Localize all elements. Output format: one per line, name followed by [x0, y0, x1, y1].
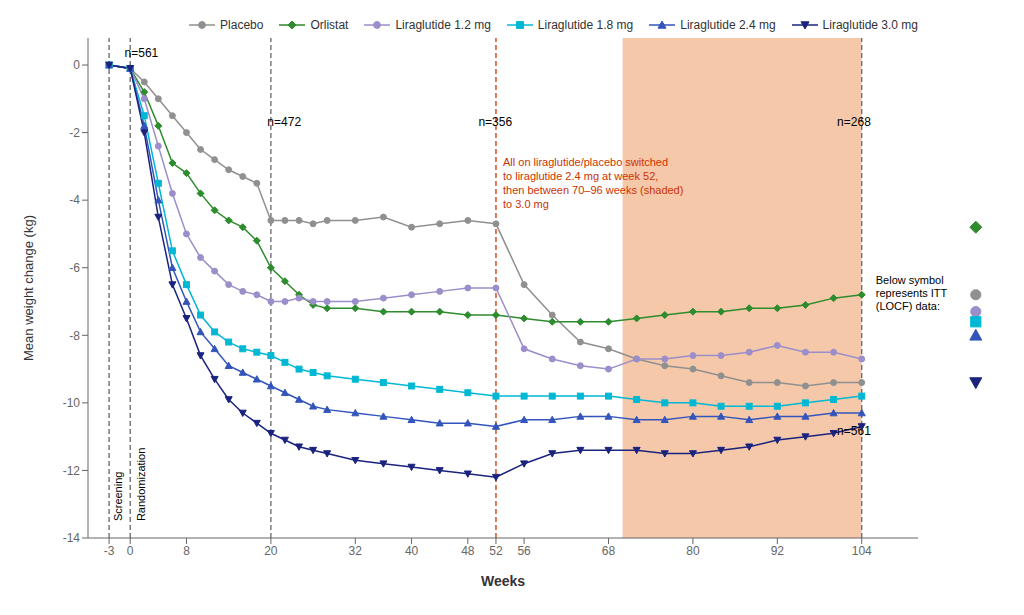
svg-text:32: 32	[349, 544, 363, 558]
svg-text:-14: -14	[63, 531, 81, 545]
svg-text:All on liraglutide/placebo swi: All on liraglutide/placebo switchedto li…	[503, 156, 683, 210]
svg-text:Mean weight change (kg): Mean weight change (kg)	[21, 215, 36, 361]
svg-text:-2: -2	[69, 126, 80, 140]
svg-text:n=268: n=268	[837, 115, 871, 129]
html-text:Orlistat: Orlistat	[310, 18, 349, 32]
svg-text:Screening: Screening	[112, 472, 124, 522]
svg-text:8: 8	[183, 544, 190, 558]
svg-text:n=561: n=561	[125, 46, 159, 60]
html-text:Liraglutide 1.8 mg: Liraglutide 1.8 mg	[537, 18, 634, 32]
html-text:Liraglutide 1.2 mg: Liraglutide 1.2 mg	[395, 18, 491, 32]
svg-text:-4: -4	[69, 193, 80, 207]
svg-text:52: 52	[489, 544, 503, 558]
svg-text:92: 92	[771, 544, 785, 558]
html-text:Liraglutide 2.4 mg: Liraglutide 2.4 mg	[680, 18, 776, 32]
svg-text:n=356: n=356	[478, 115, 512, 129]
svg-text:-3: -3	[104, 544, 115, 558]
svg-text:0: 0	[73, 58, 80, 72]
svg-text:-12: -12	[63, 464, 81, 478]
svg-text:40: 40	[405, 544, 419, 558]
html-text:Liraglutide 3.0 mg: Liraglutide 3.0 mg	[822, 18, 918, 32]
svg-text:20: 20	[264, 544, 278, 558]
svg-text:Weeks: Weeks	[481, 573, 525, 589]
svg-text:n=561: n=561	[837, 424, 871, 438]
svg-text:48: 48	[461, 544, 475, 558]
svg-text:0: 0	[127, 544, 134, 558]
svg-text:-10: -10	[63, 396, 81, 410]
svg-text:n=472: n=472	[267, 115, 301, 129]
svg-text:-8: -8	[69, 329, 80, 343]
svg-text:Below symbolrepresents ITT(LOC: Below symbolrepresents ITT(LOCF) data:	[876, 274, 948, 312]
svg-text:80: 80	[686, 544, 700, 558]
svg-text:Randomization: Randomization	[135, 448, 147, 521]
svg-text:68: 68	[602, 544, 616, 558]
svg-text:-6: -6	[69, 261, 80, 275]
svg-text:56: 56	[517, 544, 531, 558]
html-text:Placebo: Placebo	[220, 18, 264, 32]
svg-text:104: 104	[852, 544, 872, 558]
